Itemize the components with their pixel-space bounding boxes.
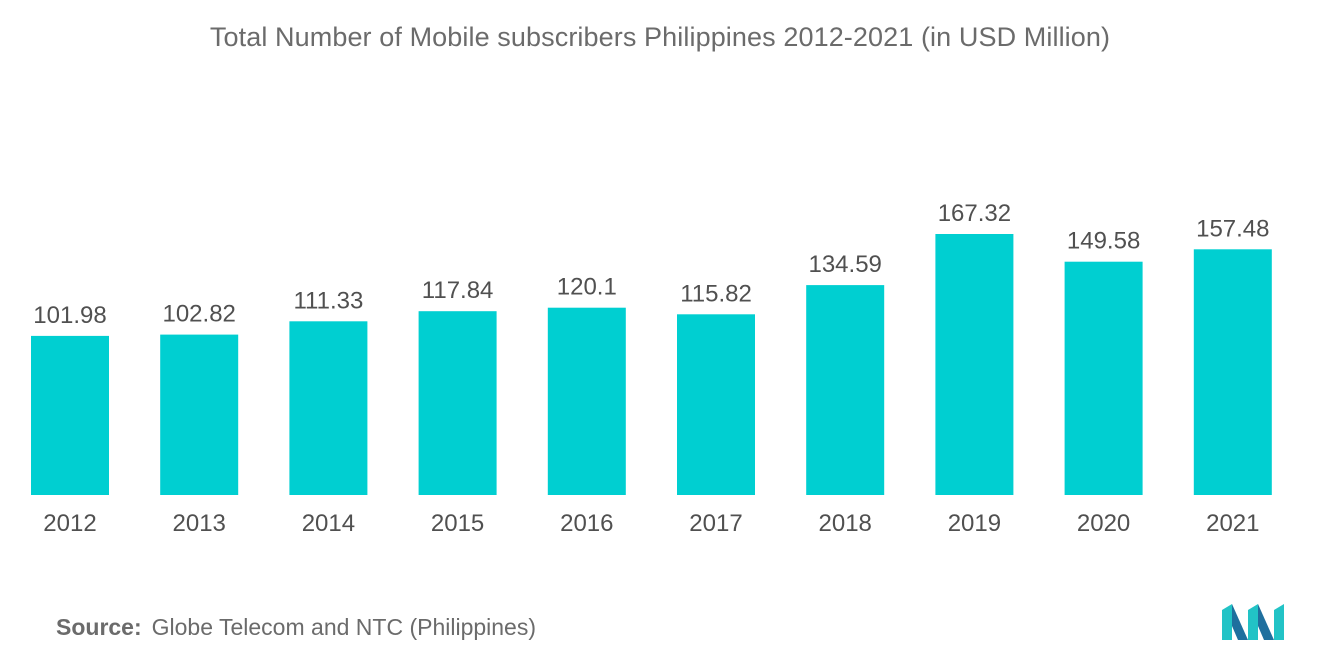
bar-2013 (160, 334, 239, 495)
bar-value-label-2020: 149.58 (1067, 228, 1140, 255)
bar-2015 (418, 311, 497, 495)
x-tick-label-2012: 2012 (43, 510, 96, 537)
x-tick-label-2020: 2020 (1077, 510, 1130, 537)
bar-2016 (547, 307, 626, 495)
x-tick-label-2015: 2015 (431, 510, 484, 537)
x-tick-label-2013: 2013 (173, 510, 226, 537)
x-tick-label-2018: 2018 (819, 510, 872, 537)
x-tick-label-2021: 2021 (1206, 510, 1259, 537)
bar-value-label-2017: 115.82 (680, 280, 752, 307)
bar-value-label-2018: 134.59 (808, 251, 881, 278)
bar-2018 (806, 285, 885, 495)
x-tick-label-2014: 2014 (302, 510, 355, 537)
bar-value-label-2019: 167.32 (938, 200, 1011, 227)
bar-value-label-2013: 102.82 (162, 301, 235, 328)
source-text: Globe Telecom and NTC (Philippines) (151, 614, 537, 640)
bar-value-label-2021: 157.48 (1196, 215, 1269, 242)
bar-2014 (289, 321, 368, 495)
source-key: Source: (56, 614, 142, 640)
bar-value-label-2015: 117.84 (422, 277, 494, 304)
bar-2021 (1193, 249, 1272, 495)
bar-2017 (677, 314, 755, 495)
bar-2012 (31, 335, 109, 495)
bar-2020 (1064, 261, 1143, 495)
bar-value-label-2014: 111.33 (293, 287, 363, 314)
bar-2019 (935, 234, 1014, 495)
bar-value-label-2012: 101.98 (33, 302, 106, 329)
x-tick-label-2019: 2019 (948, 510, 1001, 537)
chart-title: Total Number of Mobile subscribers Phili… (209, 22, 1111, 52)
bar-value-label-2016: 120.1 (557, 274, 617, 301)
mordor-intelligence-logo-icon (1222, 604, 1284, 640)
x-tick-label-2017: 2017 (689, 510, 742, 537)
x-tick-label-2016: 2016 (560, 510, 613, 537)
source-note: Source: Globe Telecom and NTC (Philippine… (56, 614, 536, 641)
